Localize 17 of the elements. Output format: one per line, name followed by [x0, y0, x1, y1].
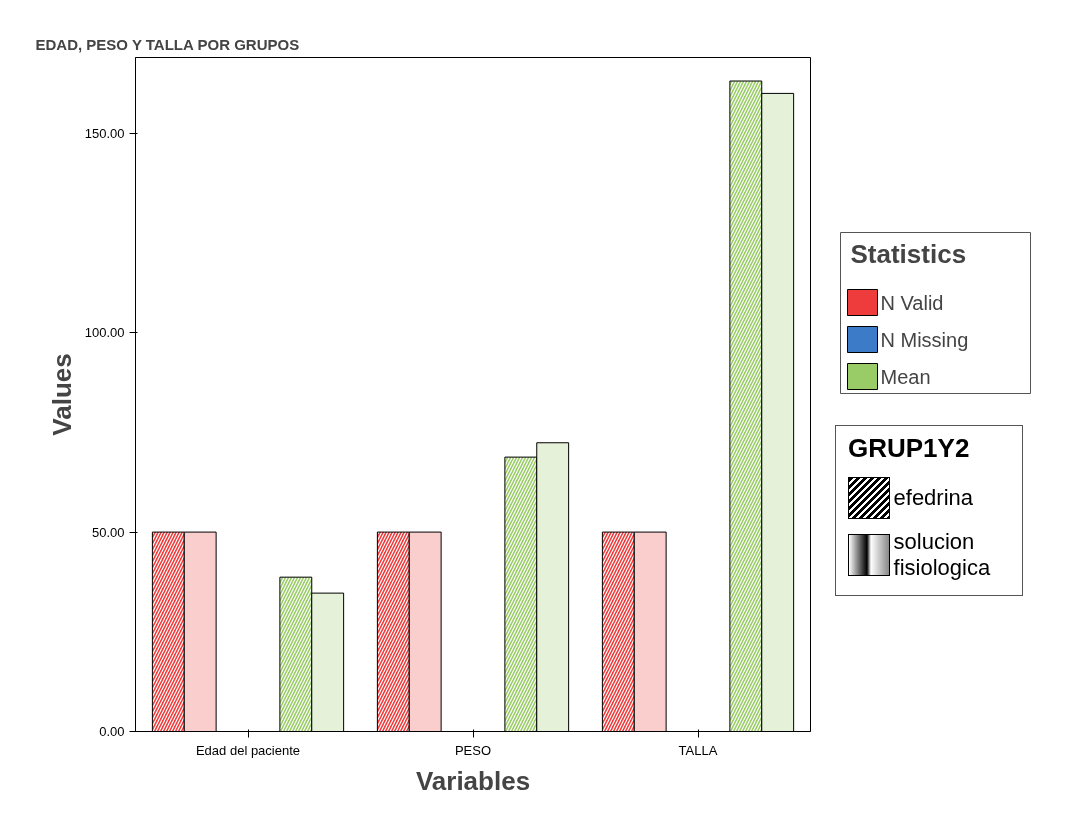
- legend-label: Mean: [880, 365, 931, 388]
- legend-title: Statistics: [850, 238, 967, 269]
- legend-label: N Valid: [880, 291, 944, 314]
- chart-title: EDAD, PESO Y TALLA POR GRUPOS: [35, 35, 300, 53]
- y-tick-label: 150.00: [84, 125, 125, 141]
- text: efedrina: [893, 485, 975, 512]
- text: solucion fisiologica: [893, 529, 992, 582]
- x-tick-label: Edad del paciente: [195, 742, 301, 758]
- y-tick-label: 0.00: [99, 724, 125, 739]
- y-axis-title: Values: [46, 353, 77, 436]
- legend-label: N Missing: [880, 328, 969, 351]
- y-tick-label: 100.00: [84, 325, 125, 341]
- text: GRUP1Y2: [848, 432, 971, 465]
- y-tick-label: 50.00: [91, 524, 125, 540]
- x-tick-label: TALLA: [678, 742, 718, 758]
- x-axis-title: Variables: [415, 765, 531, 796]
- x-tick-label: PESO: [454, 742, 492, 758]
